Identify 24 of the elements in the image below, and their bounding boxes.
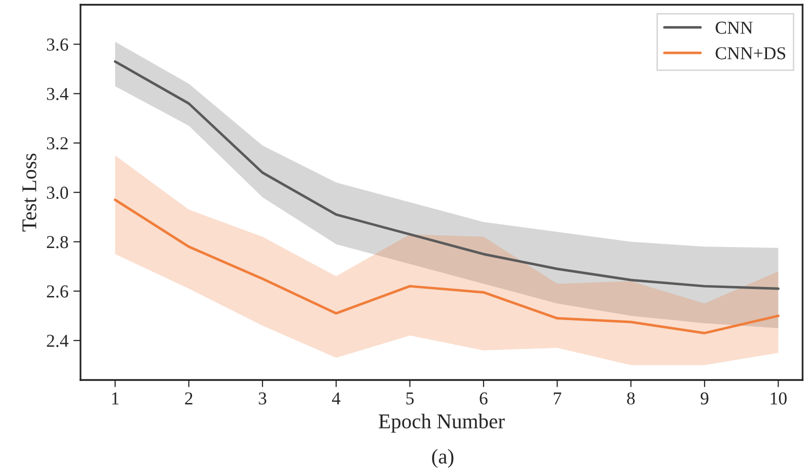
x-tick-label: 2 xyxy=(185,392,192,404)
x-tick-label: 4 xyxy=(332,392,340,404)
line-series xyxy=(114,198,780,334)
line-series xyxy=(114,60,780,290)
y-tick-label: 2.8 xyxy=(46,236,68,248)
y-tick-label: 2.6 xyxy=(46,285,68,298)
x-tick-label: 1 xyxy=(112,392,119,404)
legend-label: CNN+DS xyxy=(716,47,786,60)
y-tick-label: 2.4 xyxy=(46,334,68,348)
y-tick-label: 3.0 xyxy=(46,186,68,199)
x-tick-label: 5 xyxy=(406,392,414,405)
legend-label: CNN xyxy=(716,22,753,34)
x-tick-label: 10 xyxy=(770,392,787,405)
x-tick-label: 9 xyxy=(700,392,708,405)
x-tick-label: 8 xyxy=(627,392,635,405)
x-tick-label: 3 xyxy=(258,392,266,405)
y-tick-label: 3.2 xyxy=(46,137,68,150)
x-axis-title: Epoch Number xyxy=(378,414,505,433)
y-tick-label: 3.6 xyxy=(46,38,68,51)
x-tick-label: 7 xyxy=(554,392,562,404)
text: (a) xyxy=(432,448,454,468)
x-tick-label: 6 xyxy=(480,392,488,405)
y-axis-title: Test Loss xyxy=(22,154,36,232)
y-tick-label: 3.4 xyxy=(46,88,68,100)
